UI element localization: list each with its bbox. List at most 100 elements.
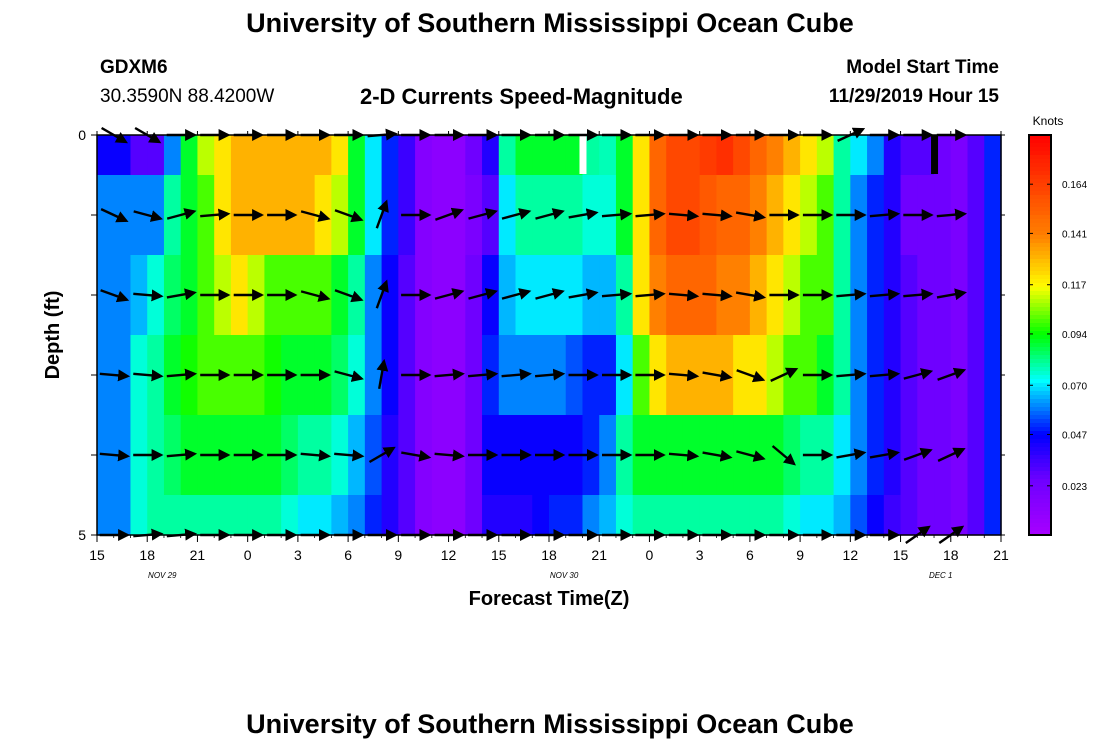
current-vector (635, 288, 666, 301)
heat-cell (984, 255, 1002, 336)
colorbar-segment (1029, 419, 1051, 424)
colorbar-segment (1029, 283, 1051, 288)
colorbar-segment (1029, 335, 1051, 340)
heat-cell (917, 495, 935, 536)
colorbar-segment (1029, 323, 1051, 328)
heat-cell (381, 175, 399, 256)
current-vector (300, 210, 331, 222)
colorbar-segment (1029, 227, 1051, 232)
heat-cell (348, 135, 366, 176)
heat-cell (984, 175, 1002, 256)
current-vector (334, 370, 364, 382)
colorbar-segment (1029, 491, 1051, 496)
current-vector (334, 209, 364, 223)
heat-cell (197, 135, 215, 176)
heat-cell (749, 495, 768, 536)
heat-cell (733, 255, 751, 336)
current-vector (300, 449, 331, 462)
x-tick-label: 6 (344, 547, 352, 563)
current-vector (468, 208, 498, 220)
heat-cell (766, 135, 784, 176)
current-vector (668, 369, 700, 382)
colorbar-segment (1029, 287, 1051, 292)
current-vector (702, 209, 733, 222)
colorbar-segment (1029, 467, 1051, 472)
heat-cell (297, 495, 316, 536)
heat-cell (917, 135, 935, 176)
current-vector (434, 288, 465, 300)
colorbar-segment (1029, 407, 1051, 412)
heat-cell (431, 495, 450, 536)
heat-cell (984, 135, 1002, 176)
colorbar-segment (1029, 139, 1051, 144)
heat-cell (130, 495, 148, 536)
colorbar-segment (1029, 395, 1051, 400)
x-tick-label: 15 (89, 547, 105, 563)
heat-cell (599, 135, 617, 176)
heat-cell (967, 495, 985, 536)
current-vector (99, 369, 131, 382)
heat-cell (97, 255, 115, 336)
colorbar-segment (1029, 435, 1051, 440)
colorbar-segment (1029, 375, 1051, 380)
data-marker (579, 135, 587, 174)
heat-cell (381, 495, 399, 536)
colorbar-segment (1029, 383, 1051, 388)
colorbar-segment (1029, 363, 1051, 368)
heat-cell (883, 495, 902, 536)
colorbar-segment (1029, 211, 1051, 216)
data-markers (579, 135, 939, 174)
heat-cell (281, 135, 299, 176)
heat-cell (498, 135, 517, 176)
current-vector (535, 288, 565, 300)
heat-cell (615, 495, 634, 536)
station-id: GDXM6 (100, 57, 168, 78)
colorbar-segment (1029, 403, 1051, 408)
y-axis-ticks: 05 (78, 127, 1005, 543)
current-vector (166, 288, 197, 301)
heat-cell (498, 255, 517, 336)
heat-cell (297, 175, 316, 256)
heat-cell (247, 135, 266, 176)
heat-cell (314, 135, 332, 176)
colorbar-segment (1029, 439, 1051, 444)
current-vector (200, 208, 231, 221)
heat-cell (398, 135, 416, 176)
current-vector (601, 288, 633, 301)
heat-cell (900, 415, 918, 496)
heat-cell (297, 255, 316, 336)
heat-cell (532, 255, 550, 336)
model-start-time: 11/29/2019 Hour 15 (828, 86, 999, 107)
colorbar-segment (1029, 359, 1051, 364)
heat-cell (281, 495, 299, 536)
heat-cell (833, 495, 851, 536)
current-vector (434, 368, 465, 381)
heat-cell (247, 495, 266, 536)
heat-cell (97, 495, 115, 536)
heat-cell (967, 255, 985, 336)
colorbar-tick-label: 0.164 (1062, 180, 1087, 191)
colorbar-segment (1029, 455, 1051, 460)
heat-cell (113, 135, 132, 176)
heat-cell (381, 415, 399, 496)
colorbar-segment (1029, 167, 1051, 172)
colorbar-segment (1029, 171, 1051, 176)
colorbar-segment (1029, 479, 1051, 484)
current-vector (375, 279, 389, 309)
heat-cell (197, 495, 215, 536)
heat-cell (666, 135, 684, 176)
current-vector (936, 288, 967, 301)
colorbar-segment (1029, 471, 1051, 476)
heat-cell (331, 495, 349, 536)
heat-cell (934, 495, 952, 536)
heat-cell (331, 175, 349, 256)
colorbar-segment (1029, 299, 1051, 304)
current-vector (836, 288, 867, 301)
heat-cell (716, 495, 734, 536)
current-vector (468, 288, 498, 300)
heat-cell (632, 135, 651, 176)
current-vector (568, 208, 599, 221)
colorbar-segment (1029, 223, 1051, 228)
heat-cell (348, 495, 366, 536)
colorbar-tick-label: 0.117 (1062, 281, 1087, 292)
